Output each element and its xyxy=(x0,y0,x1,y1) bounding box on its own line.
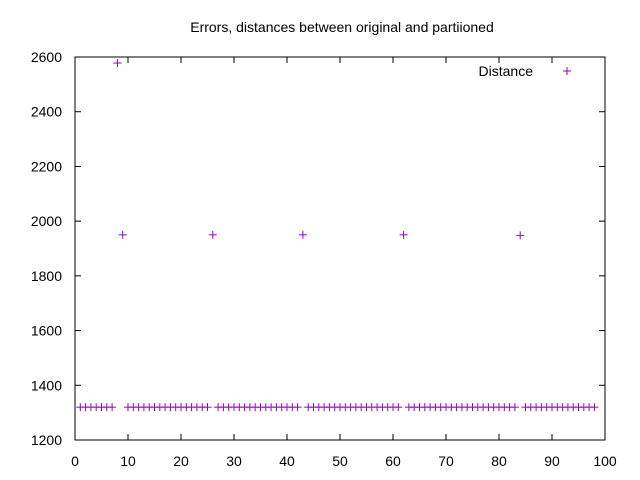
data-point xyxy=(590,403,599,412)
data-point xyxy=(293,403,302,412)
y-axis: 1200 1400 1600 1800 2000 2200 2400 2600 xyxy=(31,49,605,448)
y-tick-label: 2200 xyxy=(31,158,62,174)
y-tick-label: 2000 xyxy=(31,213,62,229)
legend: Distance xyxy=(479,63,571,79)
y-tick-label: 1400 xyxy=(31,377,62,393)
y-tick-label: 1200 xyxy=(31,432,62,448)
legend-marker xyxy=(563,67,571,75)
legend-label: Distance xyxy=(479,63,534,79)
data-point xyxy=(203,403,212,412)
y-tick-label: 1600 xyxy=(31,323,62,339)
data-point xyxy=(399,230,408,239)
x-tick-label: 30 xyxy=(226,453,242,469)
data-point xyxy=(208,230,217,239)
y-tick-label: 2600 xyxy=(31,49,62,65)
x-tick-label: 70 xyxy=(438,453,454,469)
data-point xyxy=(516,231,525,240)
x-axis: 0 10 20 30 40 50 60 70 80 90 100 xyxy=(71,57,617,469)
data-point xyxy=(394,403,403,412)
y-tick-label: 1800 xyxy=(31,268,62,284)
plot-frame xyxy=(74,56,606,441)
data-points xyxy=(76,59,599,412)
x-tick-label: 60 xyxy=(385,453,401,469)
chart-title: Errors, distances between original and p… xyxy=(190,19,494,35)
data-point xyxy=(118,230,127,239)
x-tick-label: 20 xyxy=(173,453,189,469)
y-tick-label: 2400 xyxy=(31,104,62,120)
x-tick-label: 0 xyxy=(71,453,79,469)
data-point xyxy=(510,403,519,412)
data-point xyxy=(113,59,122,68)
x-tick-label: 100 xyxy=(593,453,617,469)
data-point xyxy=(298,230,307,239)
x-tick-label: 80 xyxy=(491,453,507,469)
x-tick-label: 90 xyxy=(544,453,560,469)
x-tick-label: 40 xyxy=(279,453,295,469)
x-tick-label: 10 xyxy=(120,453,136,469)
data-point xyxy=(108,403,117,412)
x-tick-label: 50 xyxy=(332,453,348,469)
